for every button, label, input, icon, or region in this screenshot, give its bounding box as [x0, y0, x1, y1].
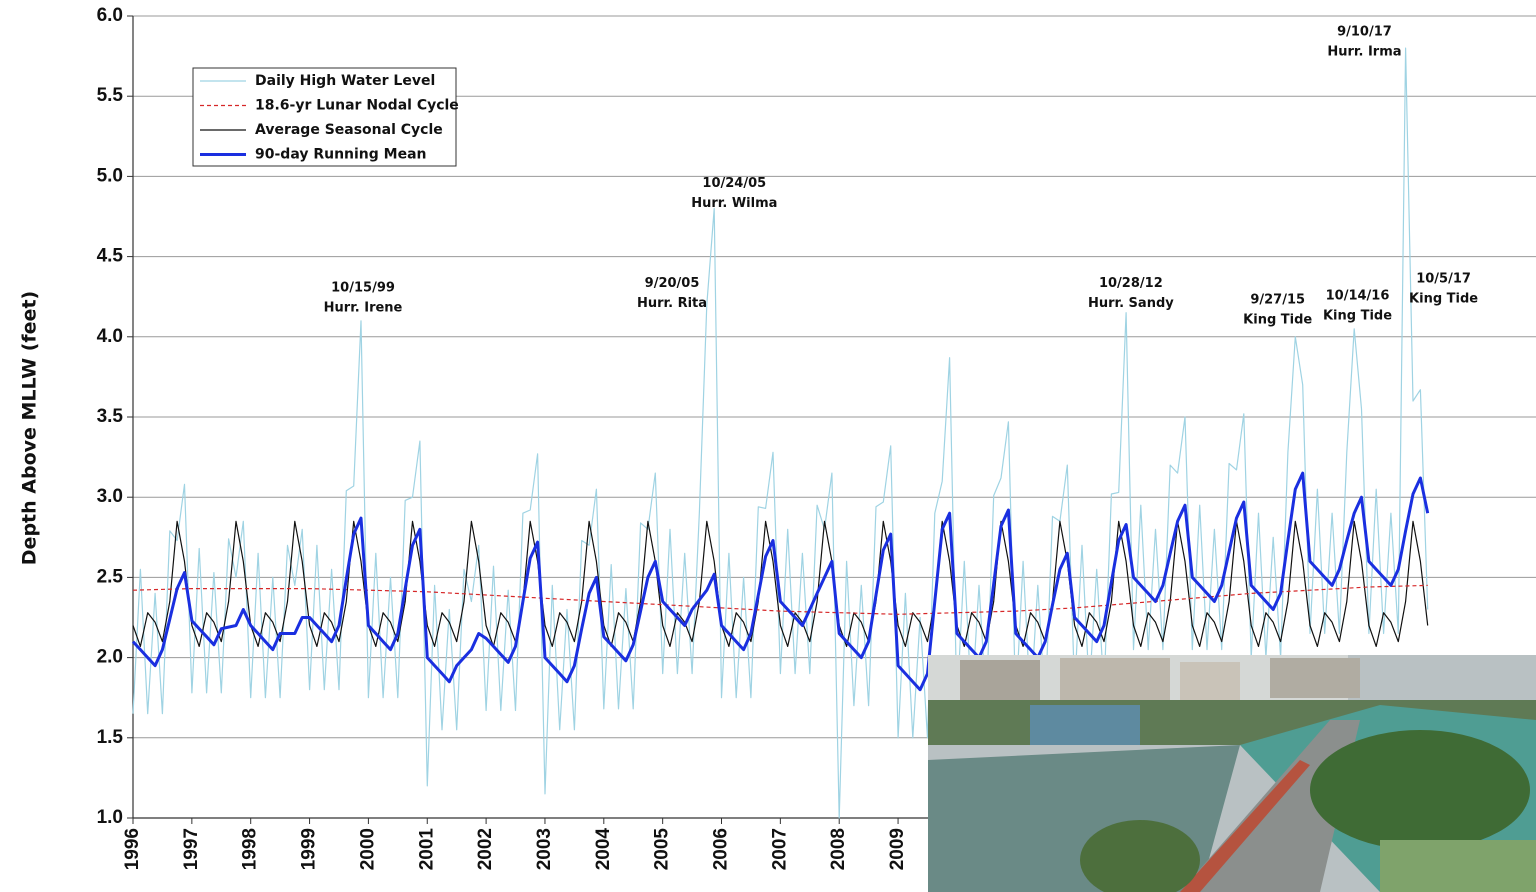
page: Depth Above MLLW (feet) 1.0 1.5 2.0 2.5 3.0 3…: [0, 0, 1536, 892]
legend-label: Average Seasonal Cycle: [255, 122, 443, 138]
x-tick-label: 2001: [416, 828, 437, 871]
annotation: 9/27/15: [1250, 292, 1305, 307]
photo-part: [1270, 658, 1360, 698]
annotation: 10/14/16: [1326, 288, 1390, 303]
series-line: [133, 521, 1428, 646]
photo-part: [1310, 730, 1530, 850]
legend: Daily High Water Level 18.6-yr Lunar Noda…: [193, 68, 459, 166]
x-tick-label: 1999: [299, 828, 320, 870]
annotation: 9/20/05: [645, 276, 700, 291]
annotation: Hurr. Irma: [1327, 45, 1401, 60]
y-tick-label: 3.5: [97, 406, 124, 427]
y-tick-label: 6.0: [97, 5, 123, 26]
annotation: Hurr. Wilma: [691, 196, 777, 211]
y-tick-label: 1.0: [97, 807, 123, 828]
annotation: 10/15/99: [331, 280, 395, 295]
annotation: 9/10/17: [1337, 25, 1392, 40]
annotation: 10/5/17: [1416, 271, 1471, 286]
legend-label: Daily High Water Level: [255, 73, 435, 89]
legend-label: 18.6-yr Lunar Nodal Cycle: [255, 98, 459, 114]
annotation: Hurr. Irene: [324, 300, 403, 315]
x-tick-label: 2000: [357, 828, 378, 870]
annotation: King Tide: [1323, 308, 1392, 323]
legend-label: 90-day Running Mean: [255, 147, 427, 163]
annotation: Hurr. Rita: [637, 296, 707, 311]
x-tick-label: 2004: [593, 828, 614, 871]
x-tick-label: 2007: [769, 828, 790, 870]
x-tick-label: 2005: [652, 828, 673, 871]
photo-part: [1030, 705, 1140, 745]
x-tick-label: 2008: [828, 828, 849, 870]
y-tick-label: 2.0: [97, 647, 123, 668]
x-tick-label: 2002: [475, 828, 496, 870]
x-tick-label: 2009: [887, 828, 908, 870]
x-tick-label: 1996: [122, 828, 143, 870]
y-tick-label: 5.5: [97, 85, 124, 106]
annotation: 10/24/05: [702, 176, 766, 191]
annotation: King Tide: [1409, 291, 1478, 306]
y-tick-label: 4.5: [97, 246, 124, 267]
annotation: Hurr. Sandy: [1088, 296, 1174, 311]
annotation: 10/28/12: [1099, 276, 1163, 291]
y-tick-label: 2.5: [97, 566, 124, 587]
photo-part: [960, 660, 1040, 705]
y-tick-label: 4.0: [97, 326, 123, 347]
y-tick-label: 5.0: [97, 165, 123, 186]
x-tick-label: 1998: [240, 828, 261, 870]
chart: Depth Above MLLW (feet) 1.0 1.5 2.0 2.5 3.0 3…: [0, 0, 1536, 892]
photo: [928, 655, 1536, 892]
x-tick-label: 1997: [181, 828, 202, 870]
y-tick-label: 3.0: [97, 486, 123, 507]
x-tick-label: 2006: [711, 828, 732, 870]
y-axis-label: Depth Above MLLW (feet): [19, 291, 41, 565]
annotation: King Tide: [1243, 312, 1312, 327]
photo-part: [1380, 840, 1536, 892]
y-tick-label: 1.5: [97, 727, 124, 748]
x-tick-label: 2003: [534, 828, 555, 870]
